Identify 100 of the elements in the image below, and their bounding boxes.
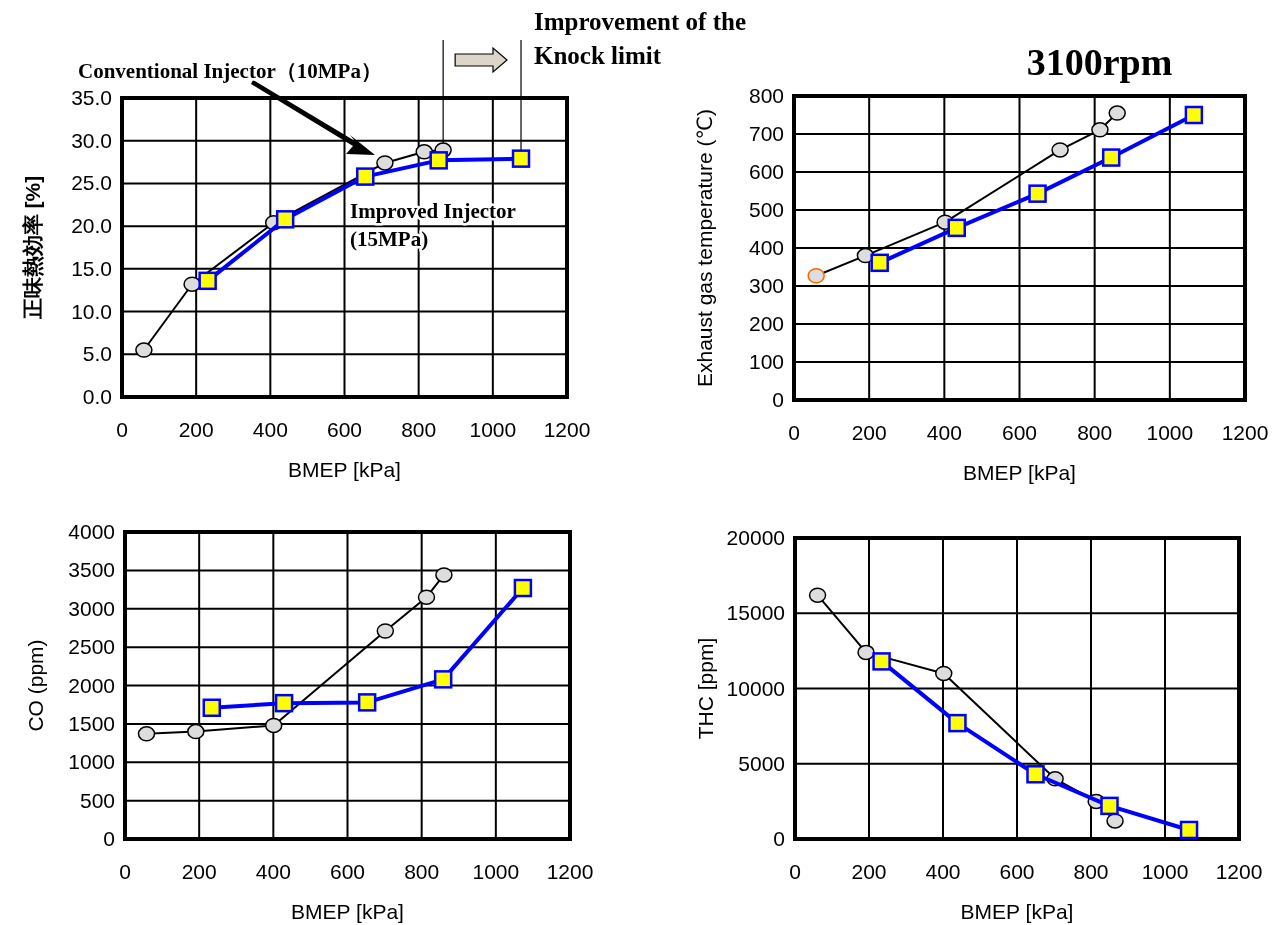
y-axis-title: 正味熱効率 [%] [21,175,44,321]
y-tick-label: 2000 [68,673,115,697]
y-tick-label: 35.0 [71,86,112,109]
point [417,589,436,605]
y-tick-label: 30.0 [71,128,112,152]
y-tick-label: 100 [748,350,784,373]
x-tick-label: 200 [181,860,217,883]
y-tick-label: 10.0 [71,299,112,323]
point [1051,142,1069,158]
point [808,587,827,603]
text: Improvement of the Knock limit [534,8,746,69]
x-tick-label: 600 [326,418,363,441]
x-axis-title: BMEP [kPa] [960,900,1074,923]
x-tick-label: 200 [178,418,214,441]
point [1091,122,1109,138]
y-tick-label: 15000 [726,601,785,625]
x-tick-label: 1000 [1141,860,1189,883]
x-tick-label: 600 [1001,421,1038,444]
x-tick-label: 0 [788,421,800,444]
point [1026,765,1045,784]
y-tick-label: 5.0 [82,342,112,366]
point [376,155,394,171]
x-tick-label: 1200 [1221,421,1269,444]
point [376,623,395,639]
point [1100,796,1119,816]
x-tick-label: 800 [1073,860,1109,883]
point [870,253,889,273]
point [948,713,967,733]
point [433,670,453,689]
y-tick-label: 500 [79,788,115,812]
y-tick-label: 800 [748,84,784,107]
y-tick-label: 20000 [726,526,785,549]
y-tick-label: 0.0 [82,385,112,408]
point [264,717,283,734]
y-axis-title: Exhaust gas temperature (℃) [693,108,716,388]
point [357,693,377,712]
y-tick-label: 0 [772,388,784,411]
point [135,342,153,358]
point [187,723,205,740]
text: Conventional Injector（10MPa） [78,59,382,83]
point [1184,105,1204,125]
x-tick-label: 800 [401,418,437,441]
y-tick-label: 3500 [68,558,115,582]
x-tick-label: 1000 [1146,421,1194,444]
point [356,167,375,186]
point [198,271,217,291]
y-tick-label: 15.0 [71,256,112,280]
x-tick-label: 600 [329,860,366,883]
x-tick-label: 200 [851,860,887,883]
y-tick-label: 5000 [738,751,785,775]
x-axis-title: BMEP [kPa] [288,458,401,481]
x-tick-label: 400 [925,860,961,883]
x-tick-label: 0 [119,860,131,883]
point [274,693,294,713]
x-tick-label: 800 [404,860,440,883]
y-tick-label: 4000 [68,520,115,543]
point [807,267,825,284]
x-tick-label: 1200 [546,860,594,883]
x-axis-title: BMEP [kPa] [291,900,404,923]
x-tick-label: 1200 [1215,860,1263,883]
y-tick-label: 20.0 [71,214,112,238]
x-axis-title: BMEP [kPa] [963,461,1076,484]
y-tick-label: 400 [748,236,784,259]
point [511,149,531,168]
x-tick-label: 1000 [469,418,517,441]
y-tick-label: 2500 [68,635,115,659]
x-tick-label: 400 [255,860,291,883]
y-tick-label: 1000 [68,750,115,774]
y-tick-label: 500 [748,198,784,221]
y-tick-label: 25.0 [71,171,112,195]
point [947,218,966,238]
y-axis-title: THC [ppm] [694,637,717,740]
point [202,698,222,718]
point [275,210,295,229]
point [1101,148,1121,167]
y-tick-label: 0 [103,827,115,850]
x-tick-label: 600 [999,860,1035,883]
point [872,652,891,671]
point [513,578,533,598]
y-tick-label: 200 [748,312,784,335]
y-tick-label: 1500 [68,711,115,735]
point [1108,105,1126,121]
point [1028,184,1047,203]
point [137,726,156,742]
point [857,644,875,661]
point [1106,813,1124,829]
chart-title: 3100rpm [1026,41,1173,83]
x-tick-label: 1200 [543,418,591,441]
point [1179,820,1199,840]
y-tick-label: 600 [748,160,784,183]
point [429,151,448,170]
x-tick-label: 0 [789,860,801,883]
x-tick-label: 200 [851,421,887,444]
y-axis-title: CO (ppm) [24,639,47,732]
x-tick-label: 800 [1077,421,1113,444]
y-tick-label: 0 [773,827,785,850]
y-tick-label: 300 [748,274,784,297]
x-tick-label: 400 [926,421,962,444]
x-tick-label: 400 [252,418,288,441]
point [934,665,953,682]
